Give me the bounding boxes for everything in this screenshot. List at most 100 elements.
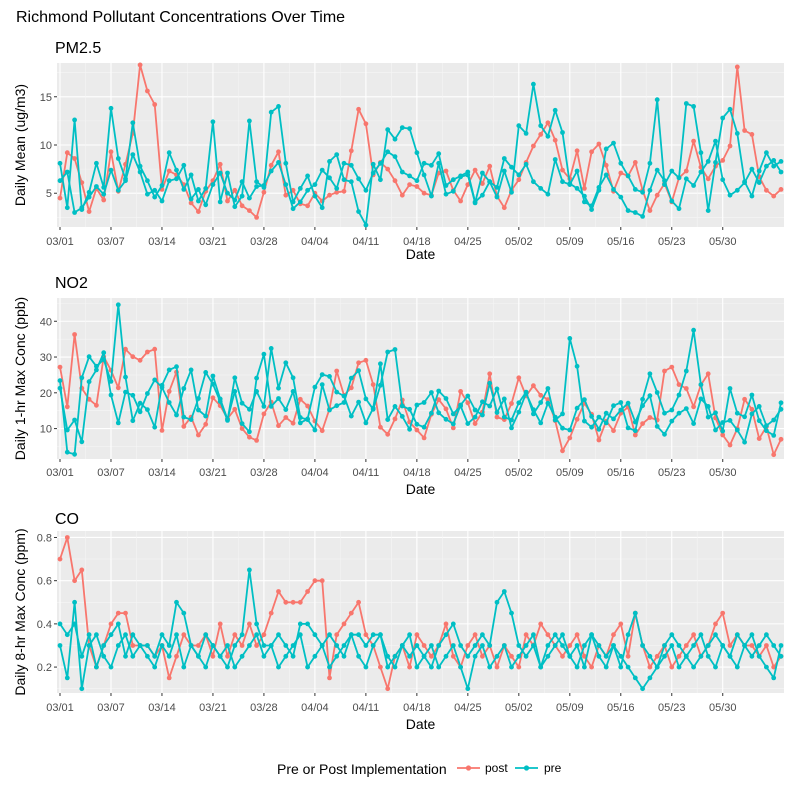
x-tick-label: 03/07 [97,467,125,479]
data-point [523,390,529,396]
data-point [436,664,442,670]
data-point [341,177,347,183]
data-point [421,400,427,405]
data-point [203,370,209,375]
data-point [327,374,332,379]
series-line [59,303,782,456]
data-point [188,367,194,373]
data-point [327,632,332,638]
x-tick-label: 04/04 [301,467,329,479]
data-point [443,416,449,422]
data-point [691,664,696,670]
data-point [130,354,136,360]
data-point [764,163,769,169]
data-point [450,411,456,417]
data-point [94,632,99,638]
data-point [86,209,92,215]
data-point [166,643,172,648]
data-point [538,132,544,137]
series-pre-1 [57,302,784,457]
data-point [480,399,485,405]
data-point [137,400,143,406]
series-pre-2 [57,599,784,692]
data-point [589,414,594,419]
data-point [305,173,310,179]
data-point [385,686,391,692]
data-point [72,210,77,215]
x-tick-label: 04/11 [353,702,380,714]
y-tick-label: 0.8 [37,532,52,544]
data-point [611,428,616,434]
x-tick-label: 03/21 [199,702,227,714]
data-point [334,189,340,195]
data-point [254,215,259,220]
data-point [487,163,493,169]
x-tick-label: 03/14 [148,467,176,479]
data-point [538,392,544,398]
data-point [210,373,216,379]
data-point [327,675,332,681]
y-tick-label: 0.4 [37,619,52,631]
data-point [283,360,289,366]
data-point [378,382,383,388]
data-point [283,182,289,188]
data-point [196,198,201,204]
data-point [691,632,696,638]
data-point [734,187,740,193]
legend-entry-pre: pre [515,761,562,775]
data-point [392,178,398,184]
x-tick-label: 03/21 [199,236,227,248]
data-point [421,653,427,659]
data-point [640,403,645,409]
data-point [370,405,376,411]
data-point [108,621,114,627]
data-point [705,643,711,648]
data-point [247,643,252,648]
x-tick-label: 04/18 [403,702,431,714]
data-point [239,426,245,431]
data-point [683,643,689,648]
data-point [756,168,762,174]
data-point [560,425,565,431]
data-point [210,653,216,659]
data-point [589,207,594,213]
panel-2: 0.2 0.4 0.6 0.8 03/01 03/07 03/14 03/21 03/28 04/… [12,511,784,732]
data-point [560,411,565,417]
data-point [632,428,638,434]
data-point [771,163,777,169]
data-point [283,407,289,412]
data-point [560,643,565,648]
data-point [538,420,544,426]
data-point [589,424,594,430]
data-point [115,610,121,616]
data-point [487,371,493,377]
series-line [59,536,782,690]
data-point [319,167,325,173]
data-point [356,599,361,605]
data-point [247,406,252,412]
data-point [676,643,682,648]
data-point [297,186,303,191]
data-point [531,81,536,87]
data-point [232,643,238,648]
data-point [545,191,551,197]
data-point [727,143,733,149]
data-point [705,176,711,182]
data-point [268,610,274,616]
data-point [145,88,150,94]
data-point [523,131,529,136]
data-point [108,167,114,173]
data-point [734,664,740,670]
data-point [385,349,391,355]
data-point [348,632,354,638]
data-point [662,368,667,374]
data-point [57,195,63,201]
data-point [698,382,704,387]
data-point [778,653,784,659]
data-point [582,186,587,191]
data-point [239,643,245,648]
data-point [429,653,434,659]
data-point [531,632,536,638]
data-point [94,402,99,408]
data-point [421,172,427,178]
